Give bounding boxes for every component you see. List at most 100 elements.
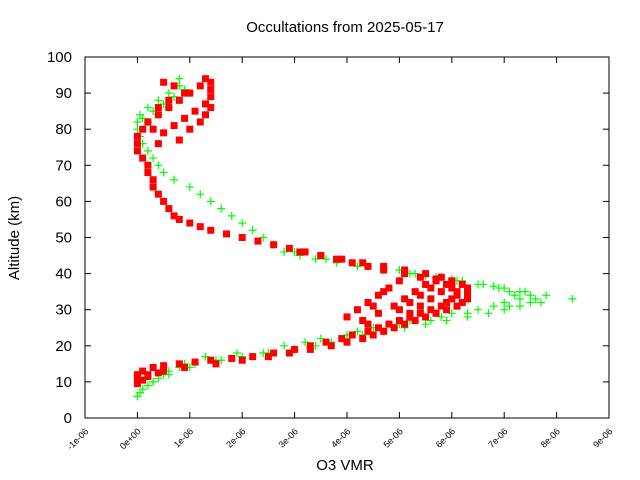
data-point-square <box>285 244 293 252</box>
data-point-square <box>133 147 141 155</box>
data-point-plus <box>484 309 493 318</box>
data-point-square <box>154 104 162 112</box>
data-point-plus <box>170 92 179 101</box>
data-point-plus <box>311 255 320 264</box>
data-point-square <box>380 288 388 296</box>
data-point-plus <box>206 197 215 206</box>
data-point-square <box>139 154 147 162</box>
data-point-square <box>458 280 466 288</box>
data-point-plus <box>322 255 331 264</box>
data-point-square <box>390 324 398 332</box>
data-point-square <box>353 306 361 314</box>
data-point-square <box>181 363 189 371</box>
data-point-square <box>270 241 278 249</box>
data-point-square <box>207 104 215 112</box>
data-point-square <box>170 122 178 130</box>
data-point-square <box>401 270 409 278</box>
data-point-square <box>380 262 388 270</box>
data-point-square <box>133 132 141 140</box>
y-axis-title: Altitude (km) <box>6 196 23 280</box>
data-point-square <box>207 356 215 364</box>
data-point-plus <box>149 107 158 116</box>
y-tick-label: 70 <box>55 157 72 174</box>
data-point-square <box>369 331 377 339</box>
data-point-square <box>144 372 152 380</box>
data-point-square <box>401 266 409 274</box>
data-point-square <box>427 295 435 303</box>
data-point-square <box>416 291 424 299</box>
data-point-square <box>343 338 351 346</box>
data-point-square <box>437 288 445 296</box>
data-point-plus <box>133 117 142 126</box>
y-tick-label: 30 <box>55 302 72 319</box>
data-point-square <box>228 354 236 362</box>
data-point-plus <box>500 305 509 314</box>
data-point-square <box>207 85 215 93</box>
y-tick-label: 20 <box>55 338 72 355</box>
data-point-square <box>186 89 194 97</box>
data-point-square <box>458 298 466 306</box>
data-point-square <box>154 140 162 148</box>
data-point-plus <box>515 294 524 303</box>
data-point-square <box>416 302 424 310</box>
data-point-plus <box>505 287 514 296</box>
data-point-square <box>196 223 204 231</box>
data-point-plus <box>531 294 540 303</box>
data-point-square <box>139 376 147 384</box>
data-point-square <box>238 356 246 364</box>
data-point-plus <box>353 262 362 271</box>
data-point-square <box>306 342 314 350</box>
data-point-plus <box>170 175 179 184</box>
data-point-square <box>411 288 419 296</box>
data-point-plus <box>542 291 551 300</box>
data-point-square <box>380 327 388 335</box>
data-point-plus <box>474 280 482 289</box>
data-point-square <box>427 306 435 314</box>
data-point-square <box>437 273 445 281</box>
data-point-square <box>160 78 168 86</box>
data-point-square <box>191 107 199 115</box>
data-point-square <box>416 309 424 317</box>
data-point-square <box>270 349 278 357</box>
data-point-square <box>175 215 183 223</box>
series-2 <box>133 75 472 388</box>
data-point-square <box>186 219 194 227</box>
data-point-square <box>212 360 220 368</box>
data-point-square <box>416 273 424 281</box>
data-point-square <box>395 277 403 285</box>
data-point-square <box>359 335 367 343</box>
data-point-plus <box>494 284 503 293</box>
y-tick-label: 60 <box>55 193 72 210</box>
data-point-square <box>333 255 341 263</box>
data-point-square <box>139 125 147 133</box>
data-point-square <box>369 302 377 310</box>
data-point-square <box>196 118 204 126</box>
data-point-square <box>170 212 178 220</box>
data-point-square <box>411 317 419 325</box>
data-point-square <box>448 284 456 292</box>
data-point-plus <box>505 302 514 311</box>
data-point-plus <box>442 316 451 325</box>
data-point-plus <box>521 287 530 296</box>
data-point-square <box>448 295 456 303</box>
data-point-square <box>348 259 356 267</box>
data-point-square <box>160 362 168 370</box>
data-point-square <box>196 82 204 90</box>
data-point-plus <box>489 282 498 291</box>
data-point-square <box>374 291 382 299</box>
data-point-plus <box>568 294 577 303</box>
data-point-plus <box>316 334 325 343</box>
data-point-square <box>359 317 367 325</box>
data-point-square <box>395 306 403 314</box>
data-point-square <box>453 302 461 310</box>
data-point-square <box>160 197 168 205</box>
data-point-square <box>464 284 472 292</box>
data-point-square <box>453 291 461 299</box>
data-point-square <box>181 89 189 97</box>
data-point-square <box>464 291 472 299</box>
data-point-square <box>364 327 372 335</box>
data-point-square <box>144 118 152 126</box>
data-point-plus <box>227 211 236 220</box>
data-point-square <box>170 82 178 90</box>
